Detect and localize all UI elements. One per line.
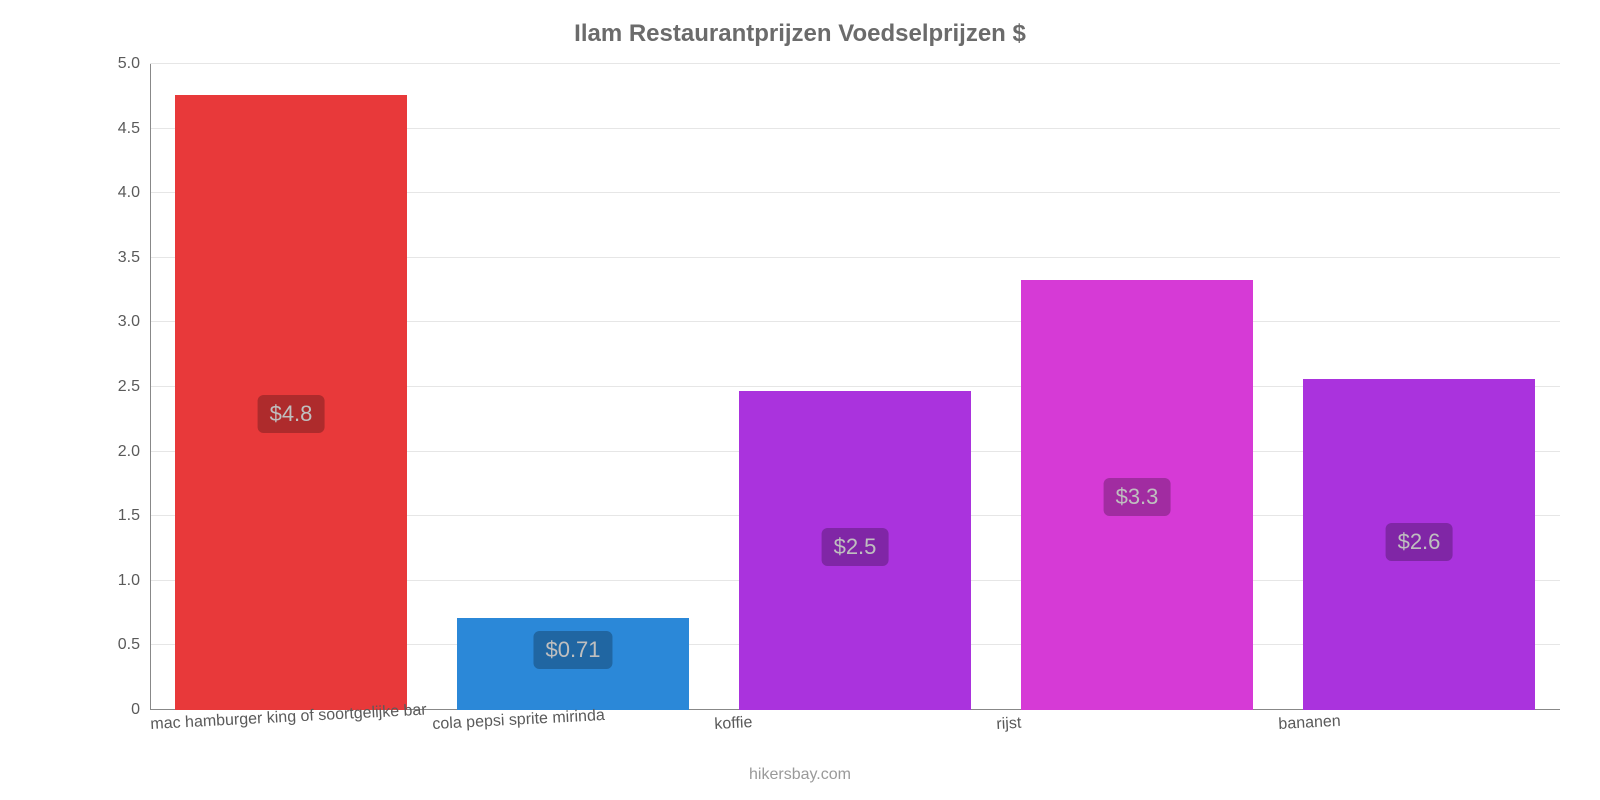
bars-row: $4.8mac hamburger king of soortgelijke b… — [150, 64, 1560, 710]
y-tick-label: 4.5 — [118, 120, 150, 138]
y-tick-label: 0.5 — [118, 636, 150, 654]
x-tick-label: rijst — [996, 715, 1022, 734]
y-tick-label: 1.0 — [118, 572, 150, 590]
x-tick-label: cola pepsi sprite mirinda — [432, 707, 605, 734]
bar-slot: $4.8mac hamburger king of soortgelijke b… — [150, 64, 432, 710]
x-tick-label: koffie — [714, 714, 753, 734]
bar-slot: $2.6bananen — [1278, 64, 1560, 710]
bar-slot: $2.5koffie — [714, 64, 996, 710]
attribution-text: hikersbay.com — [0, 766, 1600, 784]
value-badge: $3.3 — [1104, 478, 1171, 516]
y-tick-label: 2.0 — [118, 443, 150, 461]
plot-area: 00.51.01.52.02.53.03.54.04.55.0 $4.8mac … — [150, 64, 1560, 710]
chart-title: Ilam Restaurantprijzen Voedselprijzen $ — [40, 20, 1560, 48]
y-tick-label: 5.0 — [118, 55, 150, 73]
bar-slot: $3.3rijst — [996, 64, 1278, 710]
price-bar-chart: Ilam Restaurantprijzen Voedselprijzen $ … — [0, 0, 1600, 800]
bar-slot: $0.71cola pepsi sprite mirinda — [432, 64, 714, 710]
y-tick-label: 3.0 — [118, 313, 150, 331]
y-tick-label: 3.5 — [118, 249, 150, 267]
value-badge: $0.71 — [533, 631, 612, 669]
y-tick-label: 1.5 — [118, 507, 150, 525]
value-badge: $2.5 — [822, 528, 889, 566]
value-badge: $2.6 — [1386, 523, 1453, 561]
y-tick-label: 2.5 — [118, 378, 150, 396]
value-badge: $4.8 — [258, 395, 325, 433]
x-tick-label: bananen — [1278, 713, 1341, 734]
y-tick-label: 4.0 — [118, 184, 150, 202]
y-tick-label: 0 — [131, 701, 150, 719]
